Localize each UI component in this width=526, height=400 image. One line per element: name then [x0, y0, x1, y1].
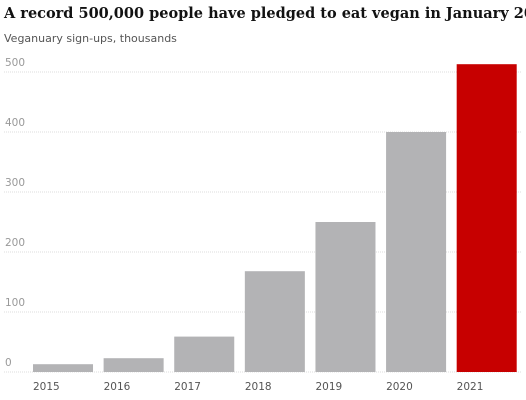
- x-tick-label: 2018: [245, 381, 272, 393]
- bar: [32, 364, 94, 372]
- chart-title: A record 500,000 people have pledged to …: [3, 5, 526, 22]
- bar: [244, 271, 305, 372]
- chart-subtitle: Veganuary sign-ups, thousands: [4, 32, 177, 45]
- y-tick-label: 0: [5, 357, 12, 369]
- bar: [315, 222, 376, 372]
- x-tick-label: 2021: [457, 381, 484, 393]
- y-tick-label: 100: [5, 297, 25, 309]
- bar: [103, 358, 164, 372]
- x-tick-label: 2015: [33, 381, 60, 393]
- y-tick-label: 500: [5, 57, 25, 69]
- x-tick-label: 2019: [315, 381, 342, 393]
- bar: [174, 336, 235, 372]
- x-tick-label: 2020: [386, 381, 413, 393]
- x-tick-label: 2016: [104, 381, 131, 393]
- y-tick-label: 200: [5, 237, 25, 249]
- y-tick-label: 400: [5, 117, 25, 129]
- bar: [386, 132, 447, 372]
- bar: [456, 64, 517, 372]
- y-tick-label: 300: [5, 177, 25, 189]
- x-tick-label: 2017: [174, 381, 201, 393]
